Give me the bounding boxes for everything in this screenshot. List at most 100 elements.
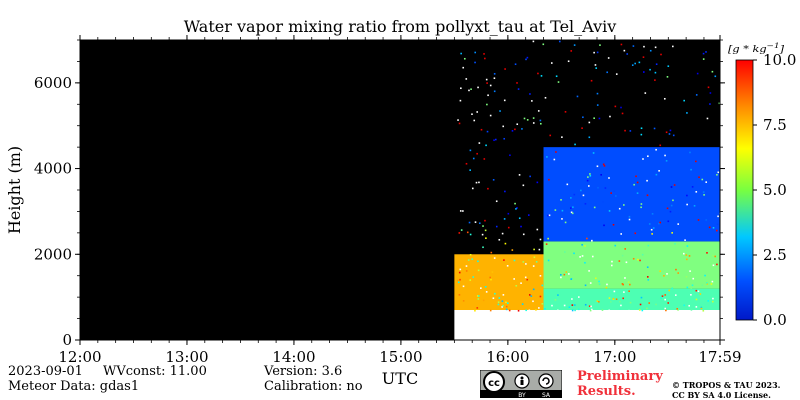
speckle: [661, 295, 664, 297]
speckle: [690, 168, 692, 171]
speckle: [525, 58, 527, 61]
speckle: [497, 303, 500, 306]
speckle: [669, 210, 672, 213]
speckle: [514, 63, 517, 66]
speckle: [484, 229, 487, 232]
speckle: [610, 192, 612, 194]
speckle: [601, 309, 604, 311]
speckle: [683, 99, 685, 102]
speckle: [483, 158, 486, 160]
speckle: [642, 56, 645, 58]
preliminary-notice: Preliminary Results.: [577, 369, 663, 399]
speckle: [548, 178, 550, 181]
speckle: [571, 304, 574, 306]
speckle: [471, 258, 473, 260]
speckle: [686, 258, 688, 261]
speckle: [501, 300, 504, 302]
speckle: [539, 274, 542, 277]
speckle: [689, 270, 691, 272]
colorbar: [735, 59, 754, 321]
speckle: [690, 309, 693, 311]
speckle: [649, 49, 652, 52]
copyright-notice: © TROPOS & TAU 2023. CC BY SA 4.0 Licens…: [672, 380, 781, 400]
speckle: [526, 56, 529, 59]
speckle: [492, 179, 495, 181]
speckle: [614, 105, 617, 108]
speckle: [560, 276, 562, 279]
speckle: [691, 284, 694, 287]
speckle: [660, 53, 662, 56]
speckle: [517, 88, 520, 90]
speckle: [589, 174, 592, 177]
speckle: [638, 61, 641, 64]
speckle: [629, 283, 631, 286]
speckle: [458, 271, 461, 274]
speckle: [522, 261, 525, 263]
speckle: [610, 264, 613, 267]
speckle: [618, 207, 621, 210]
speckle: [624, 129, 626, 132]
speckle: [516, 207, 518, 209]
speckle: [476, 307, 479, 309]
speckle: [646, 266, 649, 268]
speckle: [537, 72, 539, 75]
speckle: [482, 225, 484, 227]
date-label: 2023-09-01: [8, 364, 83, 379]
speckle: [508, 309, 511, 312]
speckle: [530, 295, 533, 297]
speckle: [590, 79, 593, 82]
speckle: [563, 273, 566, 276]
speckle: [502, 125, 505, 128]
speckle: [533, 248, 535, 251]
speckle: [515, 284, 518, 287]
speckle: [503, 137, 506, 140]
speckle: [523, 117, 526, 120]
speckle: [503, 218, 506, 220]
speckle: [484, 57, 486, 60]
speckle: [532, 265, 535, 267]
speckle: [470, 88, 472, 91]
speckle: [665, 160, 668, 162]
speckle: [459, 210, 462, 212]
speckle: [714, 75, 717, 78]
speckle: [580, 189, 582, 192]
speckle: [476, 152, 478, 155]
speckle: [670, 204, 673, 207]
speckle: [714, 255, 717, 258]
speckle: [465, 265, 468, 267]
speckle: [654, 71, 657, 74]
speckle: [514, 202, 516, 205]
speckle: [586, 179, 589, 182]
speckle: [655, 173, 658, 176]
speckle: [514, 128, 516, 131]
x-tick-label: 17:59: [698, 348, 741, 366]
speckle: [503, 259, 505, 261]
speckle: [518, 217, 521, 220]
speckle: [596, 165, 599, 168]
y-tick-label: 2000: [34, 245, 72, 263]
speckle: [581, 255, 584, 257]
speckle: [638, 309, 641, 311]
speckle: [545, 243, 548, 245]
speckle: [634, 232, 637, 235]
speckle: [707, 86, 710, 89]
speckle: [457, 119, 459, 121]
speckle: [574, 304, 576, 306]
speckle: [712, 297, 714, 300]
speckle: [539, 295, 542, 298]
x-tick-label: 15:00: [379, 348, 422, 366]
speckle: [594, 64, 597, 66]
speckle: [588, 185, 590, 187]
speckle: [460, 52, 462, 55]
speckle: [490, 251, 493, 254]
speckle: [544, 96, 547, 99]
speckle: [607, 57, 610, 59]
speckle: [573, 252, 575, 255]
speckle: [491, 271, 494, 273]
speckle: [469, 149, 472, 152]
speckle: [593, 117, 595, 120]
speckle: [674, 242, 676, 245]
speckle: [702, 58, 705, 60]
y-axis-label: Height (m): [5, 146, 24, 234]
speckle: [477, 86, 479, 89]
